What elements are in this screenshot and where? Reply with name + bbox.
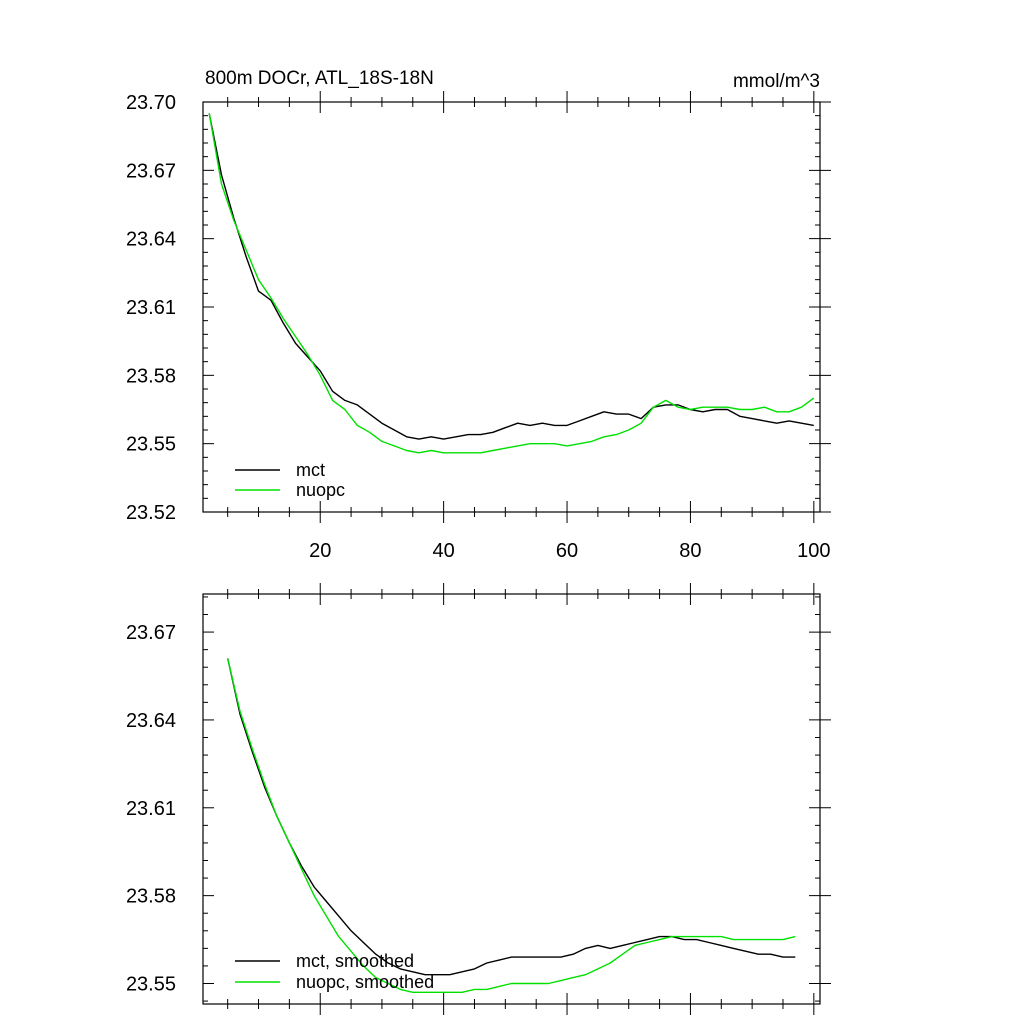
legend-label-mct: mct	[296, 460, 325, 480]
chart-title: 800m DOCr, ATL_18S-18N	[205, 68, 434, 89]
top-panel: 800m DOCr, ATL_18S-18N mmol/m^3 20 40 60 80…	[126, 68, 831, 562]
y-tick-label: 23.52	[126, 502, 176, 524]
y-tick-label: 23.55	[126, 434, 176, 456]
y-tick-label: 23.58	[126, 886, 176, 908]
plot-frame-bottom	[202, 593, 821, 1005]
series-line-nuopc	[208, 113, 815, 454]
y-tick-label: 23.61	[126, 798, 176, 820]
y-tick-label: 23.70	[126, 92, 176, 114]
ticks-top: 20 40 60 80 100 23.52 23.55 23.58 23.61 23.64 23.6…	[126, 91, 831, 562]
y-tick-label: 23.67	[126, 622, 176, 644]
y-tick-label: 23.64	[126, 710, 176, 732]
legend-top: mct nuopc	[235, 460, 345, 500]
x-tick-label: 20	[309, 540, 331, 562]
plot-frame-top	[202, 101, 821, 513]
legend-label-mct-smoothed: mct, smoothed	[296, 951, 414, 971]
x-tick-label: 80	[679, 540, 701, 562]
y-tick-label: 23.64	[126, 229, 176, 251]
units-label: mmol/m^3	[733, 71, 820, 92]
series-line-mct	[208, 113, 814, 440]
bottom-panel: 23.55 23.58 23.61 23.64 23.67 mct, smoothed …	[126, 583, 831, 1015]
y-tick-label: 23.61	[126, 297, 176, 319]
legend-label-nuopc-smoothed: nuopc, smoothed	[296, 972, 434, 992]
y-tick-label: 23.55	[126, 974, 176, 996]
legend-label-nuopc: nuopc	[296, 480, 345, 500]
x-tick-label: 100	[797, 540, 830, 562]
x-tick-label: 40	[433, 540, 455, 562]
x-tick-label: 60	[556, 540, 578, 562]
legend-bottom: mct, smoothed nuopc, smoothed	[235, 951, 434, 992]
y-tick-label: 23.67	[126, 160, 176, 182]
series-line-nuopc-smoothed	[227, 658, 796, 993]
series-bottom	[227, 658, 796, 993]
series-top	[208, 113, 815, 454]
series-line-mct-smoothed	[227, 658, 796, 976]
y-tick-label: 23.58	[126, 365, 176, 387]
ticks-bottom: 23.55 23.58 23.61 23.64 23.67	[126, 583, 831, 1015]
